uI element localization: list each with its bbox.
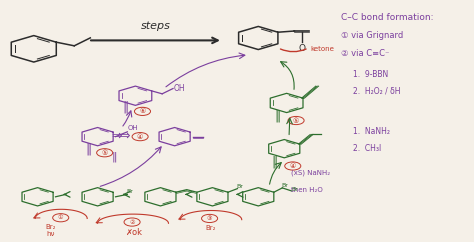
Text: ③: ③ <box>207 216 212 221</box>
Text: OH: OH <box>173 84 185 93</box>
Text: ‖: ‖ <box>111 151 117 162</box>
Text: steps: steps <box>141 21 171 31</box>
Text: hν: hν <box>46 232 55 237</box>
Text: then H₂O: then H₂O <box>292 187 323 193</box>
Text: O: O <box>298 44 305 53</box>
Text: Br: Br <box>237 184 243 189</box>
Text: ‖: ‖ <box>85 142 91 155</box>
Text: Br: Br <box>282 183 288 188</box>
Text: ①: ① <box>58 215 64 220</box>
Text: ketone: ketone <box>310 45 334 52</box>
Text: ② via C≡C⁻: ② via C≡C⁻ <box>341 49 389 58</box>
Text: Br: Br <box>292 187 299 192</box>
Text: ④: ④ <box>290 163 296 169</box>
Text: ① via Grignard: ① via Grignard <box>341 31 403 40</box>
Text: 2.  H₂O₂ / δH: 2. H₂O₂ / δH <box>353 86 400 95</box>
Text: 2.  CH₃I: 2. CH₃I <box>353 144 381 153</box>
Text: Br: Br <box>127 189 133 194</box>
Text: ②: ② <box>129 219 135 225</box>
Text: ‖: ‖ <box>274 110 280 123</box>
Text: ✗ok: ✗ok <box>125 228 142 237</box>
Text: ⇒: ⇒ <box>120 130 130 143</box>
Text: C–C bond formation:: C–C bond formation: <box>341 13 434 22</box>
Text: Br₂: Br₂ <box>206 225 216 231</box>
Text: Br₂: Br₂ <box>45 224 55 230</box>
Text: OH: OH <box>128 125 138 131</box>
Text: ‖: ‖ <box>272 155 278 168</box>
Text: 1.  NaNH₂: 1. NaNH₂ <box>353 127 390 136</box>
Text: ⑤: ⑤ <box>293 118 299 123</box>
Text: ‖: ‖ <box>123 101 129 114</box>
Text: ⑤: ⑤ <box>101 150 108 156</box>
Text: 1.  9-BBN: 1. 9-BBN <box>353 70 388 79</box>
Text: ④: ④ <box>137 134 143 140</box>
Text: (xS) NaNH₂: (xS) NaNH₂ <box>292 169 330 176</box>
Text: ⑥: ⑥ <box>139 108 146 114</box>
Text: ⇒: ⇒ <box>111 130 122 143</box>
